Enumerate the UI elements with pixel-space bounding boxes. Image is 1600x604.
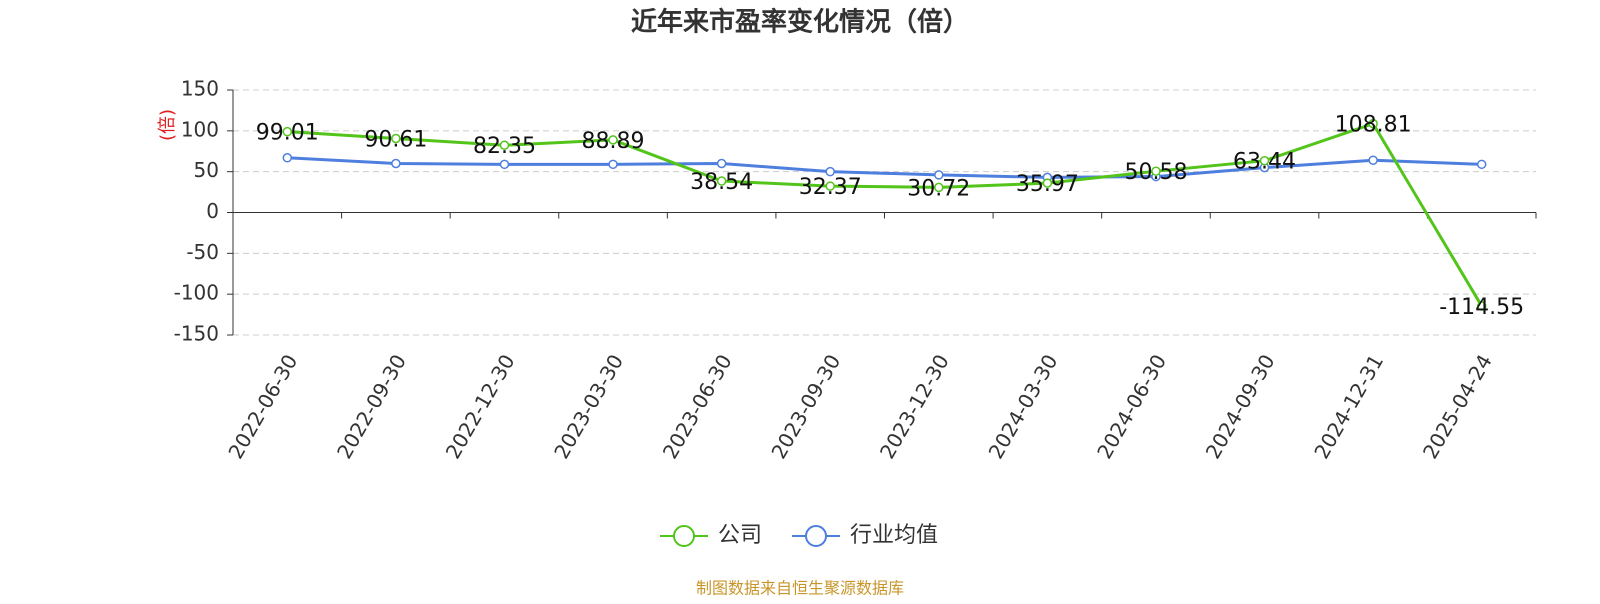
point bbox=[499, 159, 510, 170]
point bbox=[934, 182, 944, 193]
point bbox=[391, 133, 401, 144]
x-tick-label: 2024-03-30 bbox=[984, 350, 1063, 463]
y-tick-label: 0 bbox=[206, 199, 219, 223]
point bbox=[608, 159, 618, 170]
chart-title: 近年来市盈率变化情况（倍） bbox=[631, 7, 969, 38]
series-line bbox=[287, 121, 1483, 307]
data-label: 38.54 bbox=[690, 170, 753, 195]
point bbox=[1259, 155, 1270, 166]
point bbox=[1151, 166, 1161, 176]
y-tick-label: -50 bbox=[186, 240, 219, 264]
x-tick-label: 2024-06-30 bbox=[1092, 350, 1171, 463]
point bbox=[1042, 178, 1053, 188]
data-label: 35.97 bbox=[1016, 172, 1079, 197]
data-label: 63.44 bbox=[1233, 150, 1296, 175]
data-label: 88.89 bbox=[582, 129, 645, 154]
series-line bbox=[287, 156, 1482, 179]
x-tick-label: 2023-06-30 bbox=[658, 350, 737, 463]
y-tick-label: 100 bbox=[181, 117, 219, 141]
x-tick-label: 2024-12-31 bbox=[1309, 350, 1388, 463]
point bbox=[716, 176, 727, 186]
legend-symbol bbox=[805, 525, 828, 547]
point bbox=[608, 135, 618, 145]
source-note: 制图数据来自恒生聚源数据库 bbox=[696, 579, 904, 598]
legend-symbol bbox=[673, 525, 695, 547]
x-tick-label: 2023-12-30 bbox=[875, 350, 954, 463]
point bbox=[1368, 118, 1378, 129]
y-tick-label: -100 bbox=[174, 281, 219, 305]
data-label: 82.35 bbox=[473, 134, 536, 159]
x-tick-label: 2024-09-30 bbox=[1201, 350, 1280, 463]
data-label: 90.61 bbox=[364, 128, 427, 153]
point bbox=[282, 153, 293, 163]
data-label: 32.37 bbox=[799, 175, 862, 200]
point bbox=[825, 166, 835, 177]
data-label: 30.72 bbox=[907, 176, 970, 201]
x-tick-label: 2022-12-30 bbox=[441, 350, 520, 463]
x-tick-label: 2022-09-30 bbox=[332, 350, 411, 463]
point bbox=[825, 181, 835, 191]
y-tick-label: 150 bbox=[181, 77, 219, 101]
y-tick-label: 50 bbox=[194, 158, 219, 182]
data-label: 99.01 bbox=[256, 121, 319, 146]
point bbox=[1476, 301, 1487, 311]
y-tick-label: -150 bbox=[174, 322, 219, 346]
x-tick-label: 2025-04-24 bbox=[1418, 350, 1497, 463]
point bbox=[716, 158, 727, 169]
legend-label: 行业均值 bbox=[850, 523, 938, 548]
point bbox=[1476, 159, 1487, 170]
data-label: 108.81 bbox=[1335, 113, 1412, 138]
data-label: 50.58 bbox=[1124, 160, 1187, 185]
point bbox=[934, 170, 944, 180]
point bbox=[391, 158, 401, 169]
point bbox=[499, 140, 510, 150]
x-tick-label: 2022-06-30 bbox=[223, 350, 302, 463]
y-axis-label: (倍) bbox=[157, 109, 178, 141]
data-label: -114.55 bbox=[1439, 295, 1524, 320]
point bbox=[1368, 155, 1378, 165]
x-tick-label: 2023-03-30 bbox=[549, 350, 628, 463]
legend-label: 公司 bbox=[718, 523, 762, 548]
x-tick-label: 2023-09-30 bbox=[766, 350, 845, 463]
point bbox=[282, 126, 293, 137]
